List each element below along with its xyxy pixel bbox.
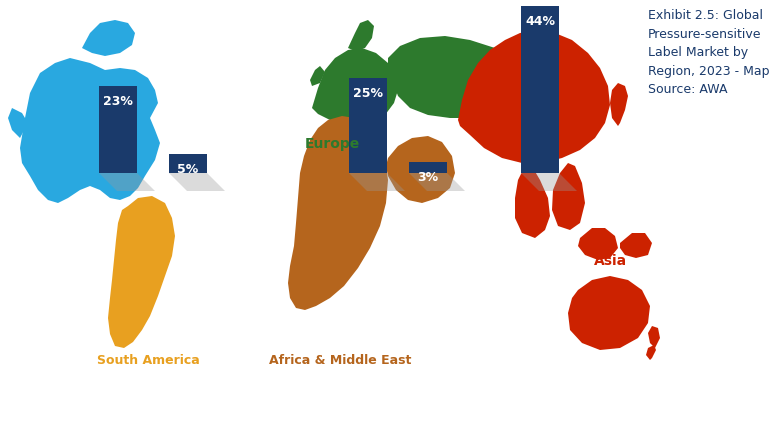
Text: 25%: 25%	[353, 87, 383, 100]
Polygon shape	[386, 137, 455, 204]
Polygon shape	[578, 229, 618, 261]
Polygon shape	[99, 173, 155, 191]
Polygon shape	[349, 173, 405, 191]
Polygon shape	[568, 276, 650, 350]
Polygon shape	[521, 173, 577, 191]
Text: South America: South America	[97, 354, 200, 367]
Bar	[169, 155, 207, 173]
Bar	[521, 7, 559, 173]
Text: Asia: Asia	[594, 254, 626, 267]
Bar	[99, 86, 137, 173]
Polygon shape	[620, 233, 652, 258]
Polygon shape	[646, 345, 656, 360]
Text: 5%: 5%	[177, 162, 199, 176]
Polygon shape	[552, 164, 585, 230]
Bar	[409, 162, 447, 173]
Polygon shape	[8, 109, 28, 139]
Text: Africa & Middle East: Africa & Middle East	[269, 354, 411, 367]
Polygon shape	[648, 326, 660, 348]
Text: 44%: 44%	[525, 15, 555, 28]
Polygon shape	[82, 21, 135, 57]
Polygon shape	[409, 173, 465, 191]
Polygon shape	[108, 197, 175, 348]
Polygon shape	[20, 59, 160, 204]
Text: North
America: North America	[25, 129, 86, 158]
Polygon shape	[515, 164, 550, 238]
Polygon shape	[610, 84, 628, 127]
Text: 23%: 23%	[103, 94, 133, 107]
Polygon shape	[310, 67, 325, 87]
Polygon shape	[388, 37, 528, 119]
Text: Europe: Europe	[304, 137, 360, 151]
Polygon shape	[288, 117, 388, 310]
Polygon shape	[169, 173, 225, 191]
Polygon shape	[458, 31, 610, 164]
Text: 3%: 3%	[417, 170, 438, 183]
Polygon shape	[312, 49, 398, 129]
Polygon shape	[348, 21, 374, 52]
Text: Exhibit 2.5: Global
Pressure-sensitive
Label Market by
Region, 2023 - Map
Source: Exhibit 2.5: Global Pressure-sensitive L…	[648, 9, 770, 96]
Bar	[349, 79, 387, 173]
